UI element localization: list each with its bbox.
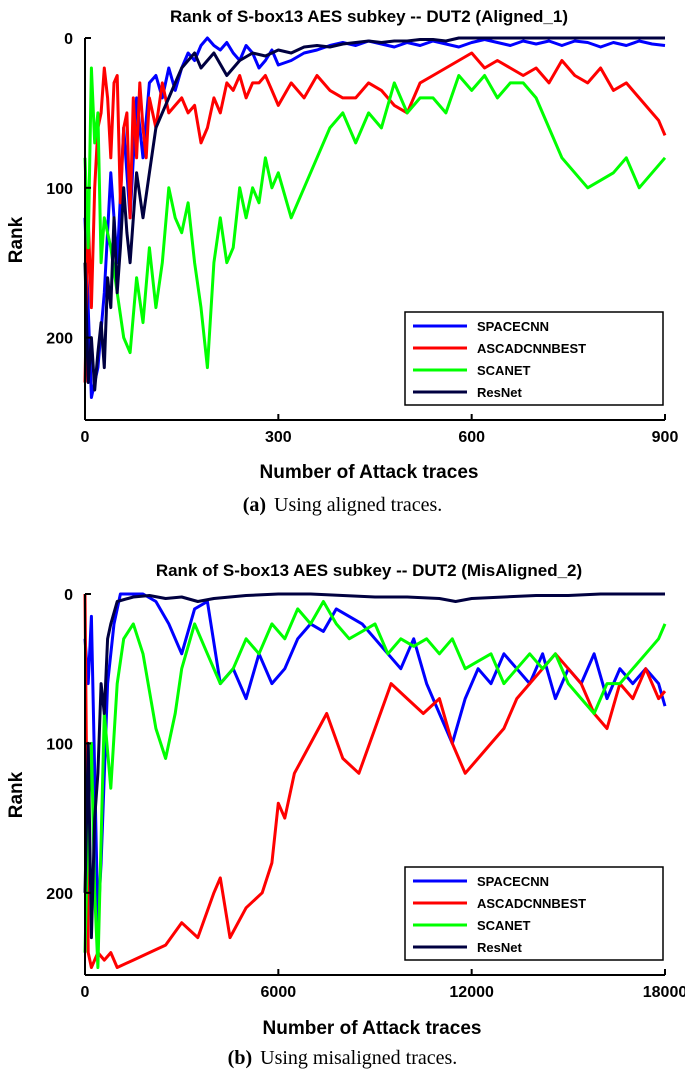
chart-title: Rank of S-box13 AES subkey -- DUT2 (Alig… xyxy=(170,7,568,26)
x-axis-label: Number of Attack traces xyxy=(263,1018,482,1039)
x-tick-label: 12000 xyxy=(449,984,494,1001)
legend-label: ASCADCNNBEST xyxy=(477,341,586,356)
legend-label: SCANET xyxy=(477,363,531,378)
chart-aligned: Rank of S-box13 AES subkey -- DUT2 (Alig… xyxy=(6,7,678,483)
legend-label: ResNet xyxy=(477,385,522,400)
x-tick-label: 300 xyxy=(265,429,292,446)
chart-misaligned: Rank of S-box13 AES subkey -- DUT2 (MisA… xyxy=(6,561,685,1039)
y-tick-label: 200 xyxy=(46,886,73,903)
y-tick-label: 200 xyxy=(46,331,73,348)
x-axis-label: Number of Attack traces xyxy=(260,462,479,483)
caption-text: Using misaligned traces. xyxy=(260,1047,458,1069)
x-tick-label: 18000 xyxy=(643,984,685,1001)
x-tick-label: 6000 xyxy=(261,984,297,1001)
series-line-spacecnn xyxy=(83,592,667,925)
y-tick-label: 100 xyxy=(46,181,73,198)
legend: SPACECNN ASCADCNNBEST SCANET ResNet xyxy=(404,866,664,961)
x-tick-label: 900 xyxy=(652,429,679,446)
caption-a: (a) Using aligned traces. xyxy=(0,494,685,517)
caption-letter: (b) xyxy=(227,1047,253,1069)
series-line-resnet xyxy=(83,592,665,940)
x-tick-label: 0 xyxy=(81,429,90,446)
x-tick-label: 600 xyxy=(458,429,485,446)
y-tick-label: 100 xyxy=(46,736,73,753)
legend-label: ResNet xyxy=(477,940,522,955)
plot-area: 0 300 600 900 0 100 200 SPACECNN ASCADCNNBEST SCA… xyxy=(46,31,678,446)
caption-b: (b) Using misaligned traces. xyxy=(0,1047,685,1070)
series-line-scanet xyxy=(83,600,667,969)
series-line-spacecnn xyxy=(83,36,666,399)
y-axis-label: Rank xyxy=(6,771,27,818)
series-line-scanet xyxy=(83,66,667,370)
y-axis-label: Rank xyxy=(6,216,27,263)
caption-letter: (a) xyxy=(242,494,267,516)
legend: SPACECNN ASCADCNNBEST SCANET ResNet xyxy=(404,311,664,406)
x-tick-label: 0 xyxy=(81,984,90,1001)
legend-label: SPACECNN xyxy=(477,319,549,334)
caption-text: Using aligned traces. xyxy=(274,494,443,516)
legend-label: SCANET xyxy=(477,918,531,933)
chart-title: Rank of S-box13 AES subkey -- DUT2 (MisA… xyxy=(156,561,582,580)
series-line-resnet xyxy=(83,36,665,392)
legend-label: ASCADCNNBEST xyxy=(477,896,586,911)
y-tick-label: 0 xyxy=(64,31,73,48)
series-line-ascadcnnbest xyxy=(83,593,667,969)
series-line-ascadcnnbest xyxy=(83,51,667,383)
plot-area: 0 6000 12000 18000 0 100 200 SPACECNN ASCADCNNBE… xyxy=(46,587,685,1001)
y-tick-label: 0 xyxy=(64,587,73,604)
legend-label: SPACECNN xyxy=(477,874,549,889)
